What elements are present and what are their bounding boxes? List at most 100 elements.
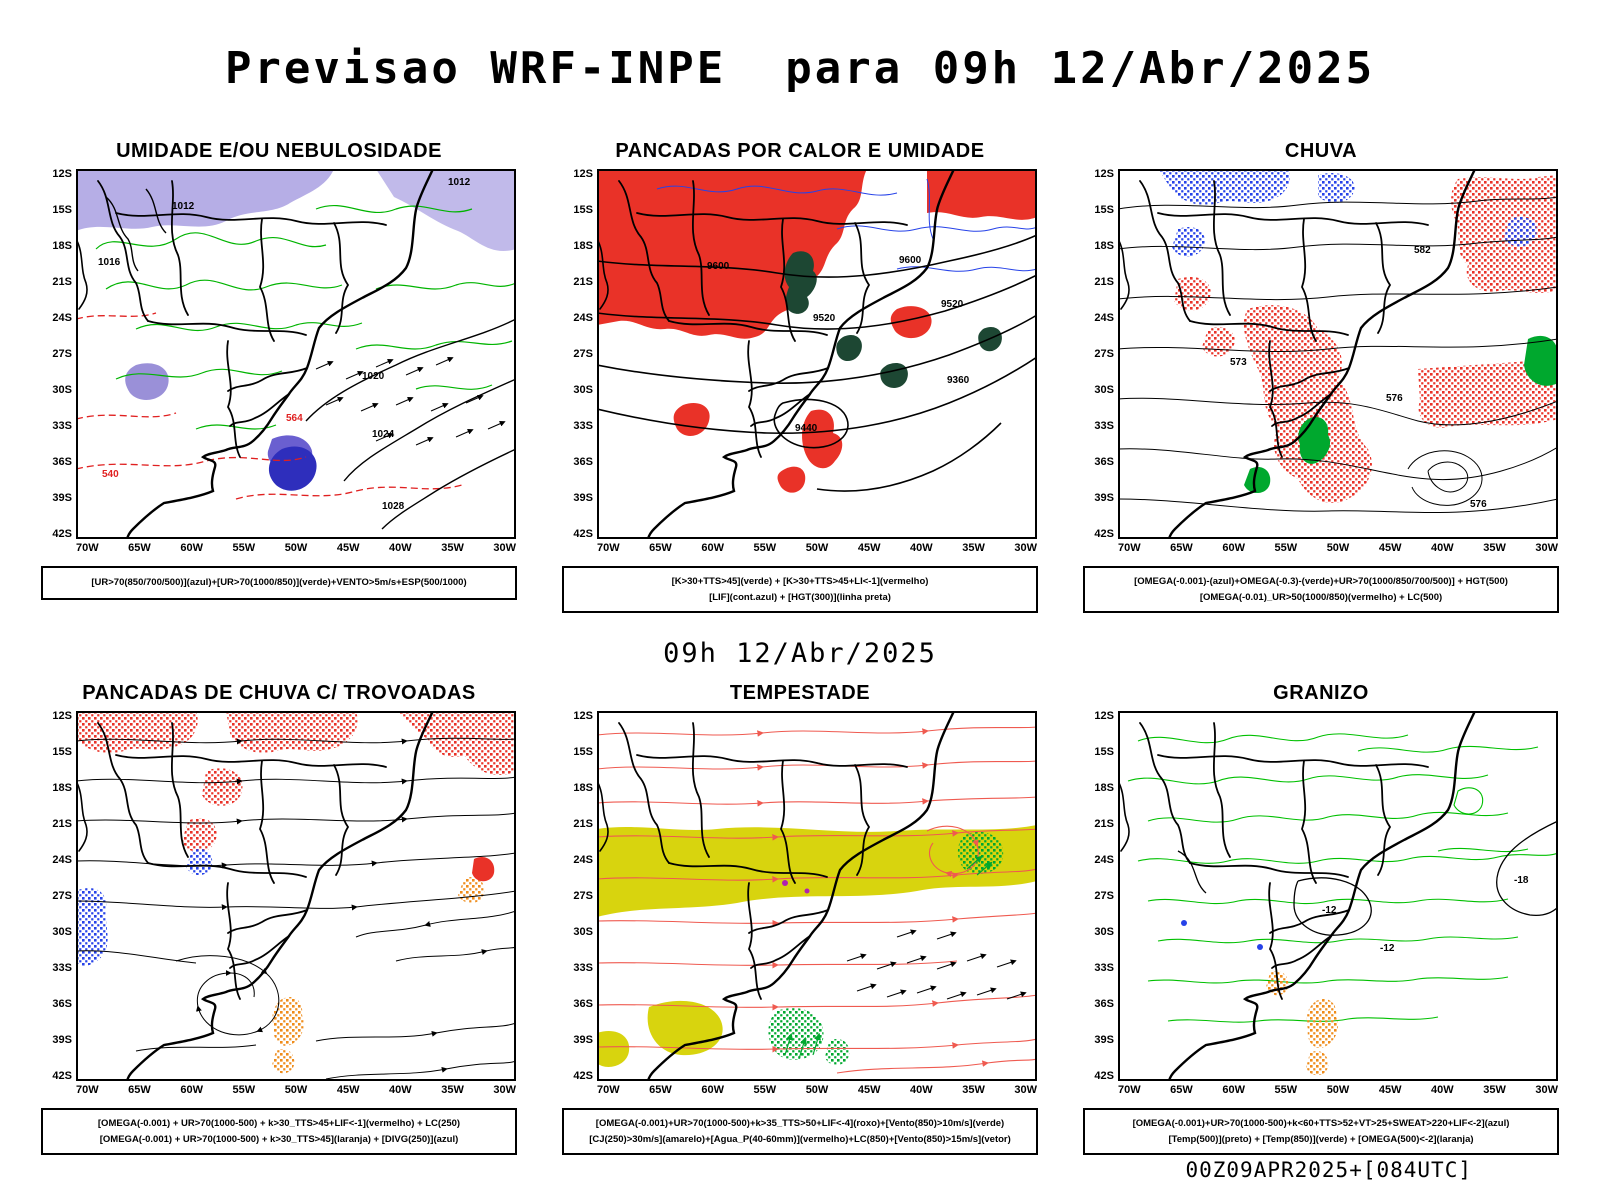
svg-text:1012: 1012 (448, 177, 471, 188)
lat-tick-label: 24S (573, 854, 593, 866)
lat-tick-label: 15S (1094, 746, 1114, 758)
lon-tick-label: 30W (1535, 1084, 1558, 1096)
lat-tick-label: 36S (52, 456, 72, 468)
lon-axis: 70W 65W 60W 55W 50W 45W 40W 35W 30W (76, 542, 516, 554)
wind-green-vectors (784, 855, 993, 1060)
lon-tick-label: 65W (128, 1084, 151, 1096)
svg-text:9520: 9520 (941, 299, 964, 310)
map-pancadas-calor: 9600 9600 9520 9520 9440 9360 (597, 169, 1037, 539)
map-area: 12S 15S 18S 21S 24S 27S 30S 33S 36S 39S 42S (1084, 711, 1558, 1096)
lat-tick-label: 12S (573, 710, 593, 722)
lat-tick-label: 15S (52, 204, 72, 216)
caption-box-umidade: [UR>70(850/700/500)](azul)+[UR>70(1000/8… (41, 566, 517, 600)
red-speckle-areas (76, 711, 516, 853)
lat-tick-label: 18S (1094, 782, 1114, 794)
lon-tick-label: 70W (76, 1084, 99, 1096)
lon-tick-label: 30W (1014, 1084, 1037, 1096)
svg-text:576: 576 (1470, 499, 1487, 510)
lon-tick-label: 50W (805, 542, 829, 554)
lat-tick-label: 27S (573, 348, 593, 360)
map-area: 12S 15S 18S 21S 24S 27S 30S 33S 36S 39S 42S (563, 711, 1037, 1096)
lat-tick-label: 18S (1094, 240, 1114, 252)
lon-tick-label: 50W (1326, 1084, 1350, 1096)
caption-line: [K>30+TTS>45](verde) + [K>30+TTS>45+LI<-… (671, 576, 929, 587)
basemap (76, 711, 435, 1081)
lon-tick-label: 70W (597, 542, 620, 554)
svg-text:1024: 1024 (372, 429, 395, 440)
contour-labels: -12 -18 -12 (1322, 875, 1529, 954)
lon-tick-label: 70W (1118, 1084, 1141, 1096)
height-300-black-lines (597, 234, 1037, 492)
caption-box-tempestade: [OMEGA(-0.001)+UR>70(1000-500)+k>35_TTS>… (562, 1108, 1038, 1156)
lon-tick-label: 45W (1378, 1084, 1402, 1096)
caption-line: [Temp(500)](preto) + [Temp(850)](verde) … (1168, 1133, 1474, 1145)
lat-tick-label: 30S (52, 384, 72, 396)
lon-tick-label: 50W (805, 1084, 829, 1096)
lat-tick-label: 12S (52, 168, 72, 180)
lat-tick-label: 36S (1094, 456, 1114, 468)
lon-tick-label: 45W (857, 1084, 881, 1096)
omega-green-areas (1244, 335, 1558, 494)
contour-labels: 582 576 573 576 (1230, 245, 1487, 510)
temp-500-black-contours (1177, 820, 1558, 936)
lat-axis: 12S 15S 18S 21S 24S 27S 30S 33S 36S 39S 42S (1084, 711, 1118, 1082)
lat-axis: 12S 15S 18S 21S 24S 27S 30S 33S 36S 39S 42S (42, 711, 76, 1082)
lat-tick-label: 39S (1094, 492, 1114, 504)
orange-convection-areas (272, 876, 485, 1074)
lat-tick-label: 39S (52, 492, 72, 504)
red-convection-areas (597, 169, 1037, 493)
svg-text:-12: -12 (1322, 905, 1337, 916)
lat-axis: 12S 15S 18S 21S 24S 27S 30S 33S 36S 39S 42S (1084, 169, 1118, 540)
panel-trovoadas: PANCADAS DE CHUVA C/ TROVOADAS 12S 15S 18S… (32, 682, 527, 1156)
lat-tick-label: 33S (1094, 420, 1114, 432)
panel-granizo: GRANIZO 12S 15S 18S 21S 24S 27S 30S 33S 36S 39S 42… (1074, 682, 1569, 1156)
svg-text:-18: -18 (1514, 875, 1529, 886)
lon-tick-label: 60W (701, 542, 724, 554)
height-500-lines (1118, 196, 1558, 513)
storm-streamlines (597, 726, 1037, 1074)
divergence-blue-areas (76, 848, 213, 966)
map-area: 12S 15S 18S 21S 24S 27S 30S 33S 36S 39S 42S (1084, 169, 1558, 554)
lat-tick-label: 30S (52, 926, 72, 938)
caption-line: [OMEGA(-0.001) + UR>70(1000-500) + k>30_… (97, 1118, 461, 1129)
run-timestamp: 00Z09APR2025+[084UTC] (1185, 1158, 1472, 1182)
caption-line: [OMEGA(-0.001)-(azul)+OMEGA(-0.3)-(verde… (1134, 576, 1508, 587)
lat-axis: 12S 15S 18S 21S 24S 27S 30S 33S 36S 39S 42S (563, 169, 597, 540)
lat-tick-label: 21S (52, 276, 72, 288)
lat-tick-label: 42S (573, 528, 593, 540)
map-granizo: -12 -18 -12 (1118, 711, 1558, 1081)
lat-tick-label: 18S (52, 240, 72, 252)
lon-tick-label: 35W (441, 1084, 464, 1096)
caption-box-granizo: [OMEGA(-0.001)+UR>70(1000-500)+k<60+TTS>… (1083, 1108, 1559, 1156)
lon-tick-label: 35W (441, 542, 464, 554)
lat-tick-label: 39S (1094, 1034, 1114, 1046)
svg-text:1012: 1012 (172, 201, 195, 212)
lat-tick-label: 24S (52, 312, 72, 324)
lon-tick-label: 40W (1431, 1084, 1454, 1096)
panel-title-pancadas-calor: PANCADAS POR CALOR E UMIDADE (615, 140, 985, 162)
lat-tick-label: 39S (52, 1034, 72, 1046)
caption-line: [CJ(250)>30m/s](amarelo)+[Agua_P(40-60mm… (589, 1133, 1011, 1145)
rain-red-speckles (1174, 175, 1558, 503)
lat-tick-label: 42S (52, 1070, 72, 1082)
lon-tick-label: 35W (962, 542, 985, 554)
panel-title-tempestade: TEMPESTADE (729, 682, 871, 704)
lon-tick-label: 40W (1431, 542, 1454, 554)
lon-tick-label: 70W (76, 542, 99, 554)
lat-tick-label: 21S (573, 818, 593, 830)
lat-tick-label: 24S (1094, 854, 1114, 866)
panel-title-granizo: GRANIZO (1273, 682, 1369, 704)
caption-line: [OMEGA(-0.001)+UR>70(1000-500)+k>35_TTS>… (595, 1118, 1005, 1129)
lon-axis: 70W 65W 60W 55W 50W 45W 40W 35W 30W (1118, 1084, 1558, 1096)
lon-axis: 70W 65W 60W 55W 50W 45W 40W 35W 30W (597, 1084, 1037, 1096)
lon-tick-label: 40W (910, 1084, 933, 1096)
lon-tick-label: 65W (1170, 542, 1193, 554)
map-chuva: 582 576 573 576 (1118, 169, 1558, 539)
map-col: 70W 65W 60W 55W 50W 45W 40W 35W 30W (76, 711, 516, 1096)
map-area: 12S 15S 18S 21S 24S 27S 30S 33S 36S 39S 42S (42, 711, 516, 1096)
svg-text:-12: -12 (1380, 943, 1395, 954)
panel-umidade: UMIDADE E/OU NEBULOSIDADE 12S 15S 18S 21S 24… (32, 140, 527, 613)
map-col: 582 576 573 576 70W 65W 60W 55W 50W 45W 40W 35W… (1118, 169, 1558, 554)
lat-tick-label: 42S (1094, 1070, 1114, 1082)
lat-tick-label: 42S (52, 528, 72, 540)
